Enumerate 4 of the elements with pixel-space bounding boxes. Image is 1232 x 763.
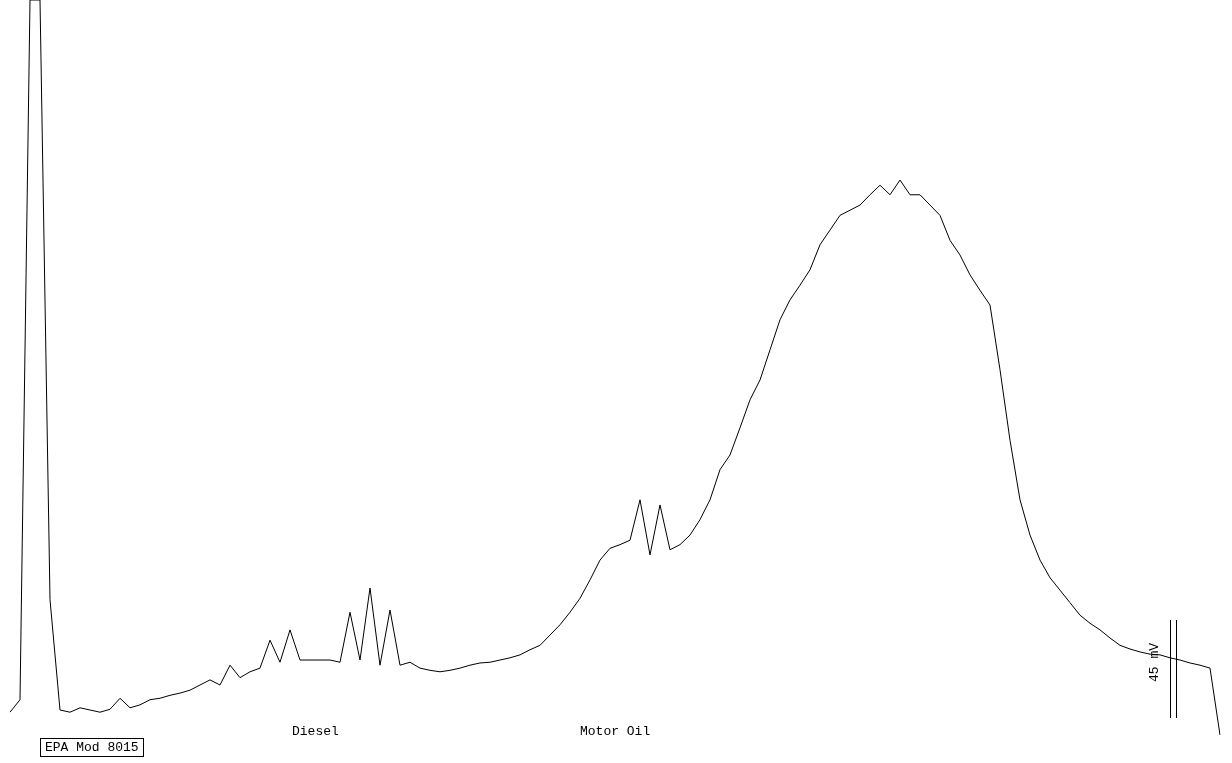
annotation: 45 mV bbox=[1147, 642, 1163, 683]
text: EPA Mod 8015 bbox=[40, 738, 144, 757]
annotation: Motor Oil bbox=[580, 724, 651, 739]
annotation: Diesel bbox=[292, 724, 339, 739]
